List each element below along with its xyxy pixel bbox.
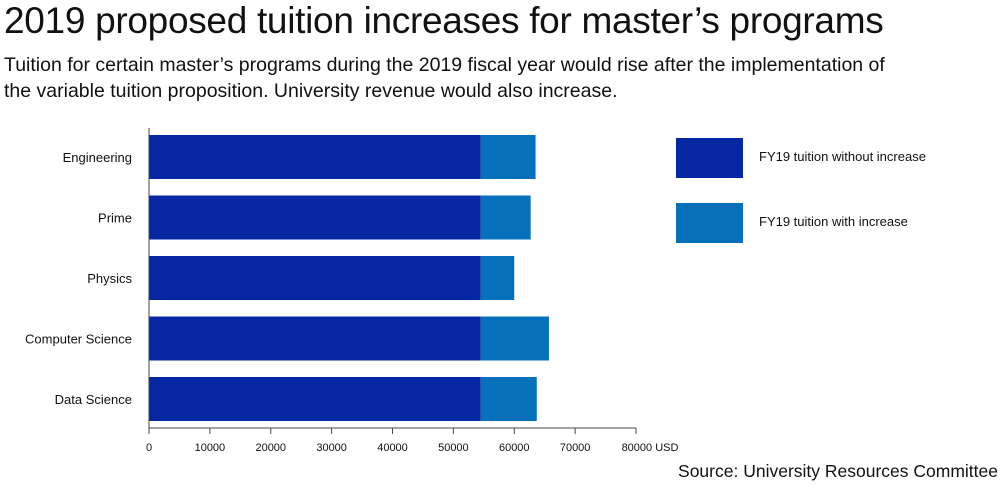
bar-data-science-series-2 [480,377,537,421]
x-tick-label: 50000 [438,442,469,454]
bar-prime-series-1 [149,195,481,240]
chart-source: Source: University Resources Committee [678,461,998,481]
bar-engineering-series-2 [480,135,536,179]
legend-swatch-without-increase [676,138,743,178]
x-tick-label: 0 [146,442,152,454]
bar-physics-series-2 [480,256,515,300]
legend-label-with-increase: FY19 tuition with increase [759,214,908,229]
category-label: Engineering [63,150,132,165]
bar-computer-science-series-1 [149,316,481,361]
bar-prime-series-2 [480,195,531,240]
x-tick-label: 70000 [560,442,591,454]
category-label: Prime [98,211,132,226]
x-tick-label: 60000 [499,442,530,454]
bar-computer-science-series-2 [480,316,549,361]
x-tick-label: 10000 [195,442,226,454]
chart-title: 2019 proposed tuition increases for mast… [4,0,884,41]
bar-physics-series-1 [149,256,481,300]
category-label: Computer Science [25,332,132,347]
x-tick-label: 40000 [377,442,408,454]
category-label: Physics [87,271,132,286]
x-tick-label: 80000 USD [622,442,679,454]
legend-swatch-with-increase [676,203,743,243]
x-tick-label: 30000 [316,442,347,454]
bar-data-science-series-1 [149,377,481,421]
bar-engineering-series-1 [149,135,481,179]
category-label: Data Science [55,392,132,407]
chart-subtitle: Tuition for certain master’s programs du… [4,54,885,102]
legend-label-without-increase: FY19 tuition without increase [759,149,926,164]
x-tick-label: 20000 [255,442,286,454]
